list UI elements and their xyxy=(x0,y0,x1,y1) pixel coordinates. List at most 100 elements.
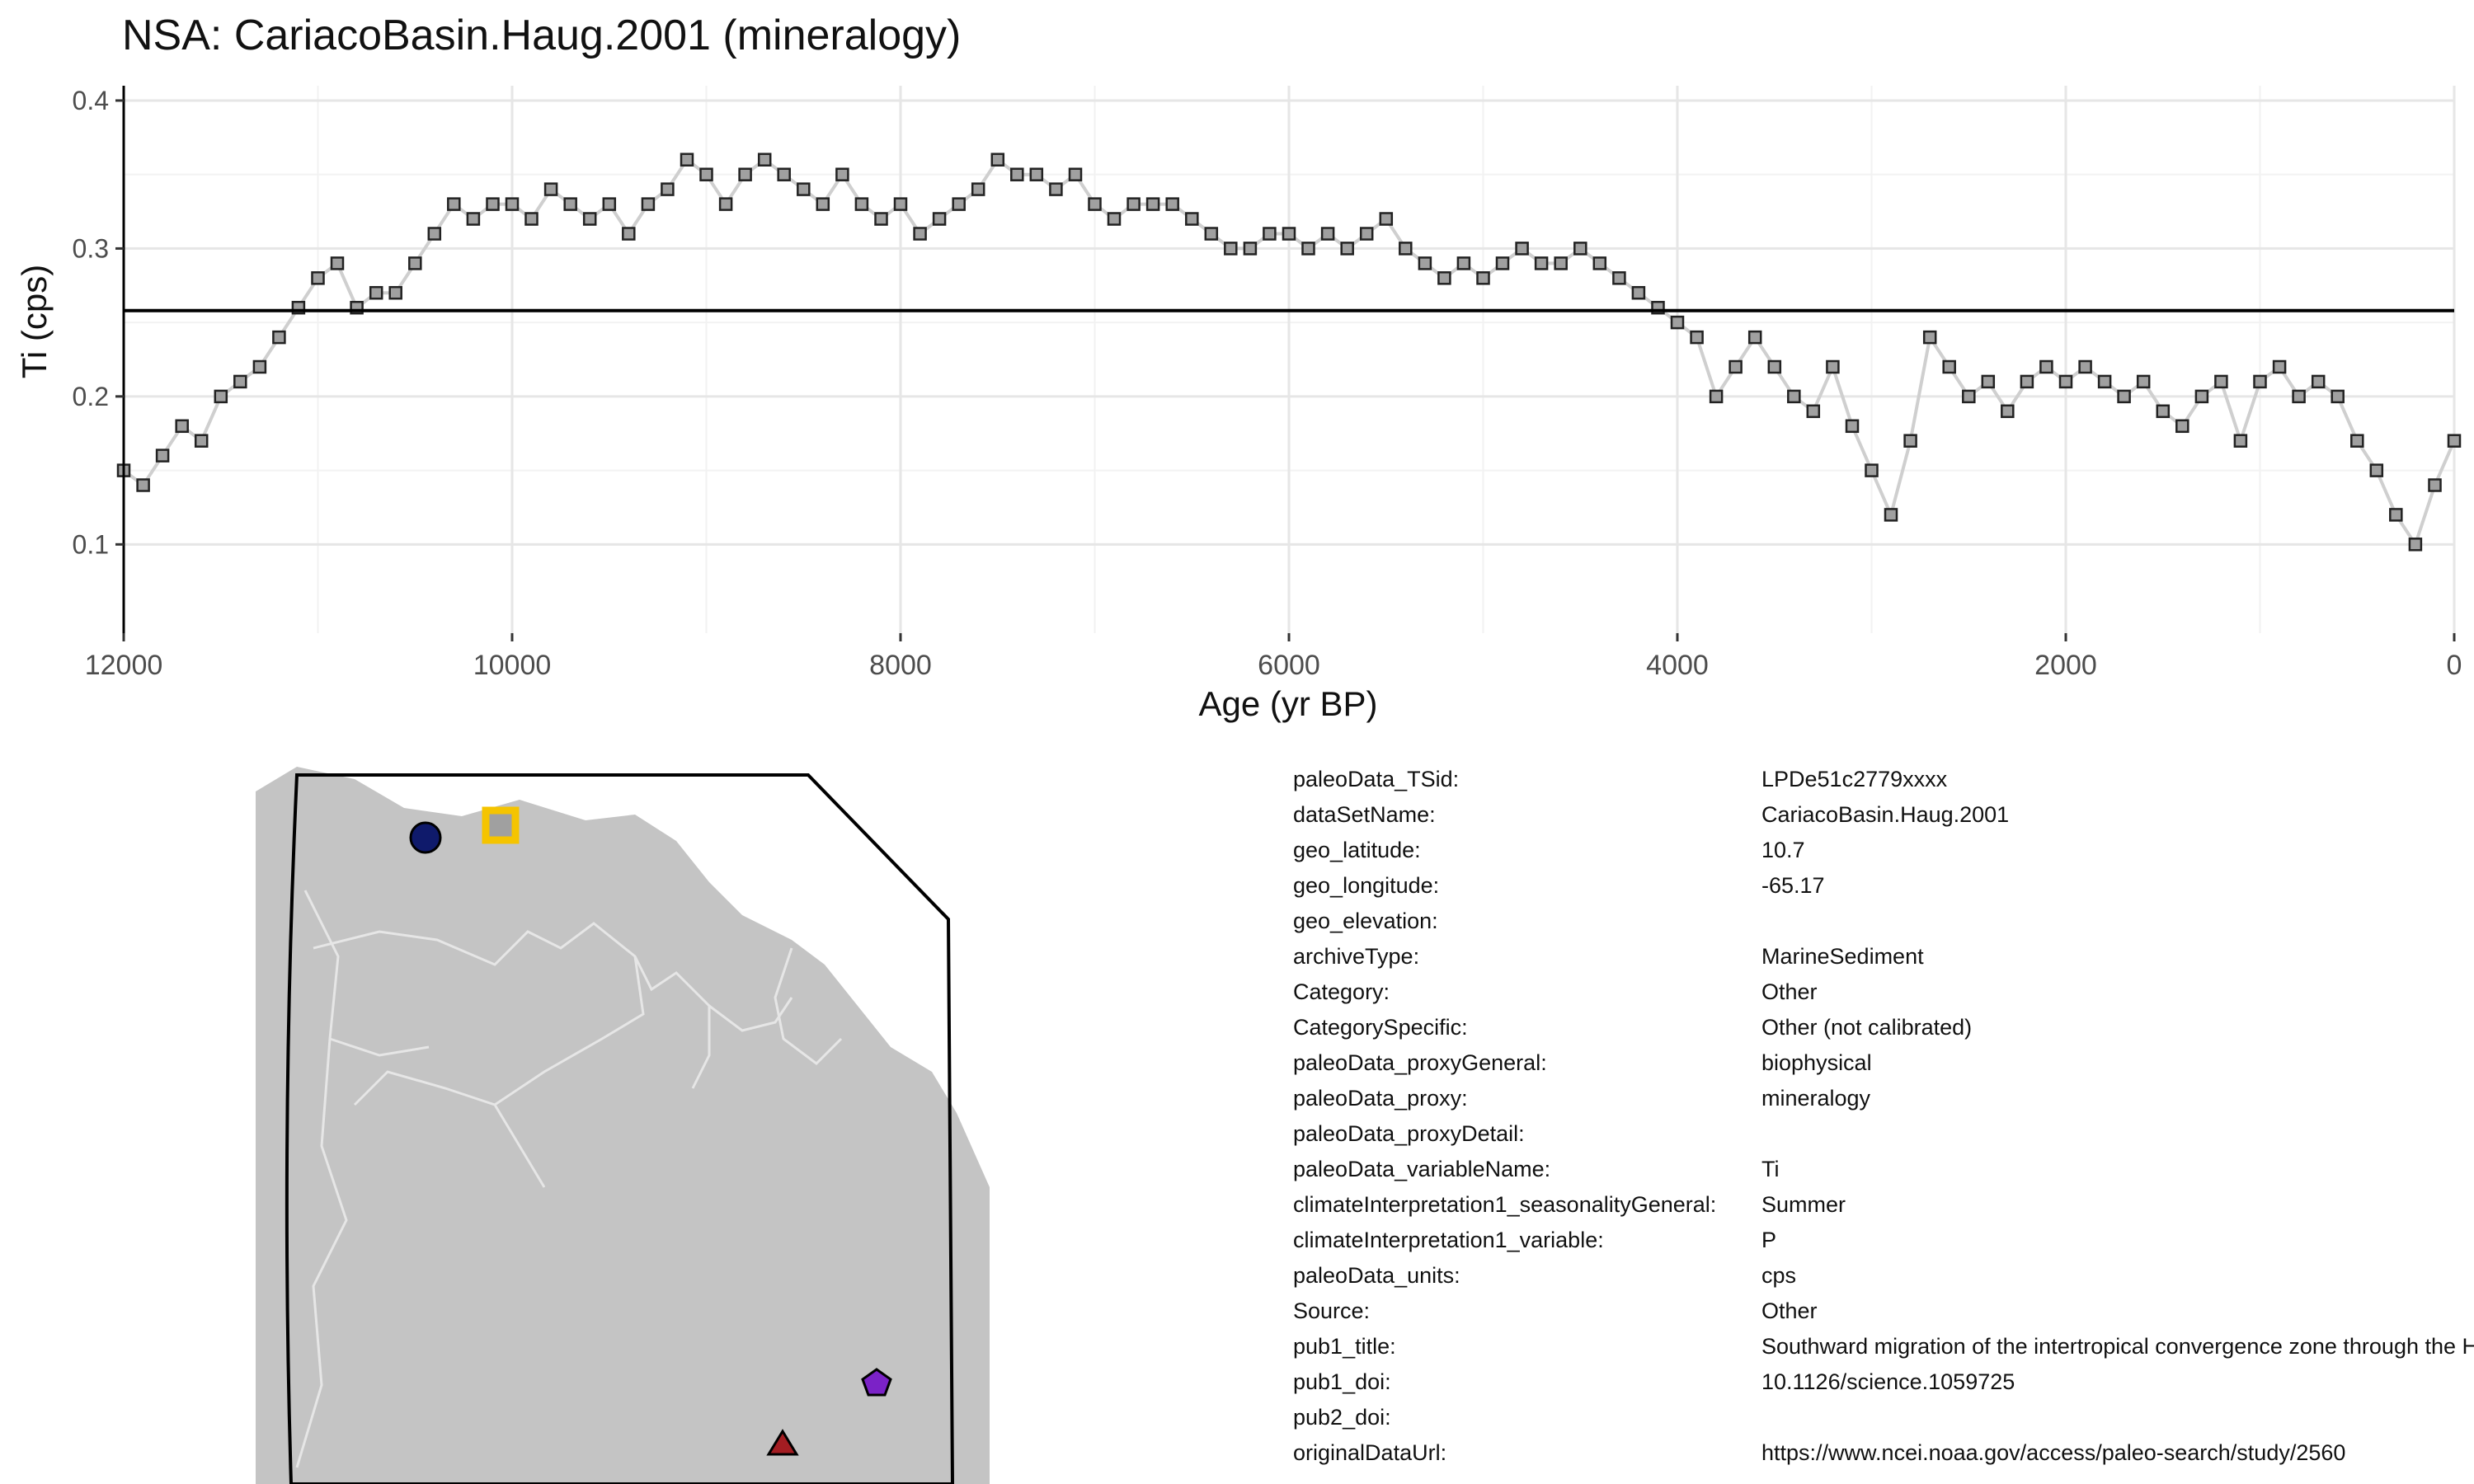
data-point xyxy=(874,212,888,226)
data-point xyxy=(1554,256,1568,270)
data-point xyxy=(757,153,772,167)
data-point xyxy=(388,285,402,300)
site-map xyxy=(256,767,990,1484)
data-point xyxy=(1845,419,1860,434)
x-tick-label: 6000 xyxy=(1258,650,1320,681)
data-point xyxy=(1592,256,1607,270)
data-point xyxy=(2214,374,2228,389)
metadata-value: https://www.ncei.noaa.gov/access/paleo-s… xyxy=(1761,1440,2346,1465)
data-point xyxy=(1282,227,1296,241)
data-point xyxy=(699,167,713,181)
metadata-value: Other xyxy=(1761,1298,1818,1323)
data-point xyxy=(1573,242,1587,256)
region-outline xyxy=(285,773,955,1484)
data-point xyxy=(2350,434,2364,448)
metadata-value: Southward migration of the intertropical… xyxy=(1761,1334,2474,1359)
data-point xyxy=(2428,478,2442,492)
data-point xyxy=(816,197,830,211)
data-point xyxy=(1224,242,1238,256)
data-point xyxy=(1865,463,1879,477)
data-point xyxy=(311,271,325,285)
data-point xyxy=(194,434,209,448)
metadata-key: dataSetName: xyxy=(1293,802,1436,827)
metadata-key: originalDataUrl: xyxy=(1293,1440,1447,1465)
metadata-key: paleoData_proxyGeneral: xyxy=(1293,1050,1547,1075)
land-mass xyxy=(256,767,990,1484)
data-point xyxy=(1320,227,1335,241)
data-point xyxy=(1301,242,1315,256)
data-point xyxy=(563,197,577,211)
data-point xyxy=(1884,508,1898,522)
site-marker-triangle xyxy=(766,1429,799,1456)
data-point xyxy=(1049,182,1063,196)
data-point xyxy=(1107,212,1122,226)
data-point xyxy=(447,197,461,211)
metadata-value: -65.17 xyxy=(1761,873,1825,898)
data-point xyxy=(2001,404,2015,419)
data-point xyxy=(427,227,442,241)
data-point xyxy=(1418,256,1432,270)
axes xyxy=(115,86,2456,641)
data-point xyxy=(1088,197,1102,211)
data-point xyxy=(2097,374,2112,389)
data-point xyxy=(1534,256,1549,270)
data-point xyxy=(1126,197,1141,211)
data-point xyxy=(2389,508,2403,522)
data-point xyxy=(952,197,966,211)
data-point xyxy=(2058,374,2073,389)
data-point xyxy=(175,419,189,434)
data-point xyxy=(738,167,752,181)
x-tick-label: 12000 xyxy=(85,650,163,681)
data-point xyxy=(2117,389,2131,404)
data-point xyxy=(1340,242,1354,256)
data-point xyxy=(1165,197,1179,211)
data-point xyxy=(1185,212,1199,226)
data-point xyxy=(2156,404,2171,419)
data-point xyxy=(1204,227,1219,241)
data-point xyxy=(1359,227,1374,241)
metadata-key: CategorySpecific: xyxy=(1293,1015,1468,1040)
metadata-key: geo_latitude: xyxy=(1293,838,1421,862)
data-point xyxy=(1495,256,1510,270)
data-point xyxy=(1922,330,1937,345)
data-point xyxy=(1010,167,1024,181)
metadata-key: climateInterpretation1_seasonalityGenera… xyxy=(1293,1192,1717,1217)
data-point xyxy=(1903,434,1917,448)
data-point xyxy=(622,227,636,241)
data-point xyxy=(1456,256,1471,270)
data-point xyxy=(1767,359,1782,374)
site-markers xyxy=(409,806,892,1456)
metadata-value: LPDe51c2779xxxx xyxy=(1761,767,1948,791)
data-point xyxy=(272,330,286,345)
data-point xyxy=(2408,538,2423,552)
data-point xyxy=(1631,285,1646,300)
metadata-key: archiveType: xyxy=(1293,944,1420,969)
metadata-value: biophysical xyxy=(1761,1050,1872,1075)
metadata-key: Source: xyxy=(1293,1298,1371,1323)
data-point xyxy=(913,227,927,241)
x-tick-label: 0 xyxy=(2447,650,2462,681)
metadata-value: Ti xyxy=(1761,1157,1780,1181)
data-point xyxy=(1263,227,1277,241)
data-point xyxy=(155,448,170,463)
metadata-value: Summer xyxy=(1761,1192,1846,1217)
data-point xyxy=(2194,389,2209,404)
data-point xyxy=(505,197,520,211)
data-point xyxy=(252,359,267,374)
data-point xyxy=(1068,167,1083,181)
data-point xyxy=(2020,374,2034,389)
data-point xyxy=(777,167,791,181)
metadata-key: paleoData_proxyDetail: xyxy=(1293,1121,1525,1146)
data-point xyxy=(330,256,345,270)
data-point xyxy=(2233,434,2248,448)
data-point xyxy=(2272,359,2287,374)
metadata-value: mineralogy xyxy=(1761,1086,1871,1111)
data-point xyxy=(1690,330,1704,345)
data-point xyxy=(486,197,500,211)
data-point xyxy=(1399,242,1413,256)
metadata-key: paleoData_proxy: xyxy=(1293,1086,1468,1111)
data-point xyxy=(2447,434,2462,448)
y-tick-label: 0.2 xyxy=(73,382,109,411)
data-point xyxy=(543,182,558,196)
data-point xyxy=(1145,197,1160,211)
